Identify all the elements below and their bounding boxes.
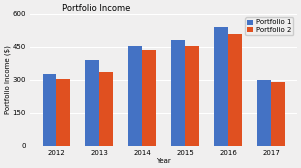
Bar: [85, 60, 99, 146]
Bar: [228, 34, 242, 146]
Bar: [171, 40, 185, 146]
X-axis label: Year: Year: [156, 158, 171, 164]
Bar: [129, 46, 142, 146]
Bar: [214, 27, 228, 146]
Bar: [99, 72, 113, 146]
Legend: Portfolio 1, Portfolio 2: Portfolio 1, Portfolio 2: [245, 17, 293, 35]
Y-axis label: Portfolio Income ($): Portfolio Income ($): [4, 45, 11, 114]
Text: Portfolio Income: Portfolio Income: [62, 4, 131, 13]
Bar: [56, 79, 70, 146]
Bar: [271, 82, 285, 146]
Bar: [42, 74, 56, 146]
Bar: [142, 50, 156, 146]
Bar: [185, 46, 199, 146]
Bar: [257, 80, 271, 146]
